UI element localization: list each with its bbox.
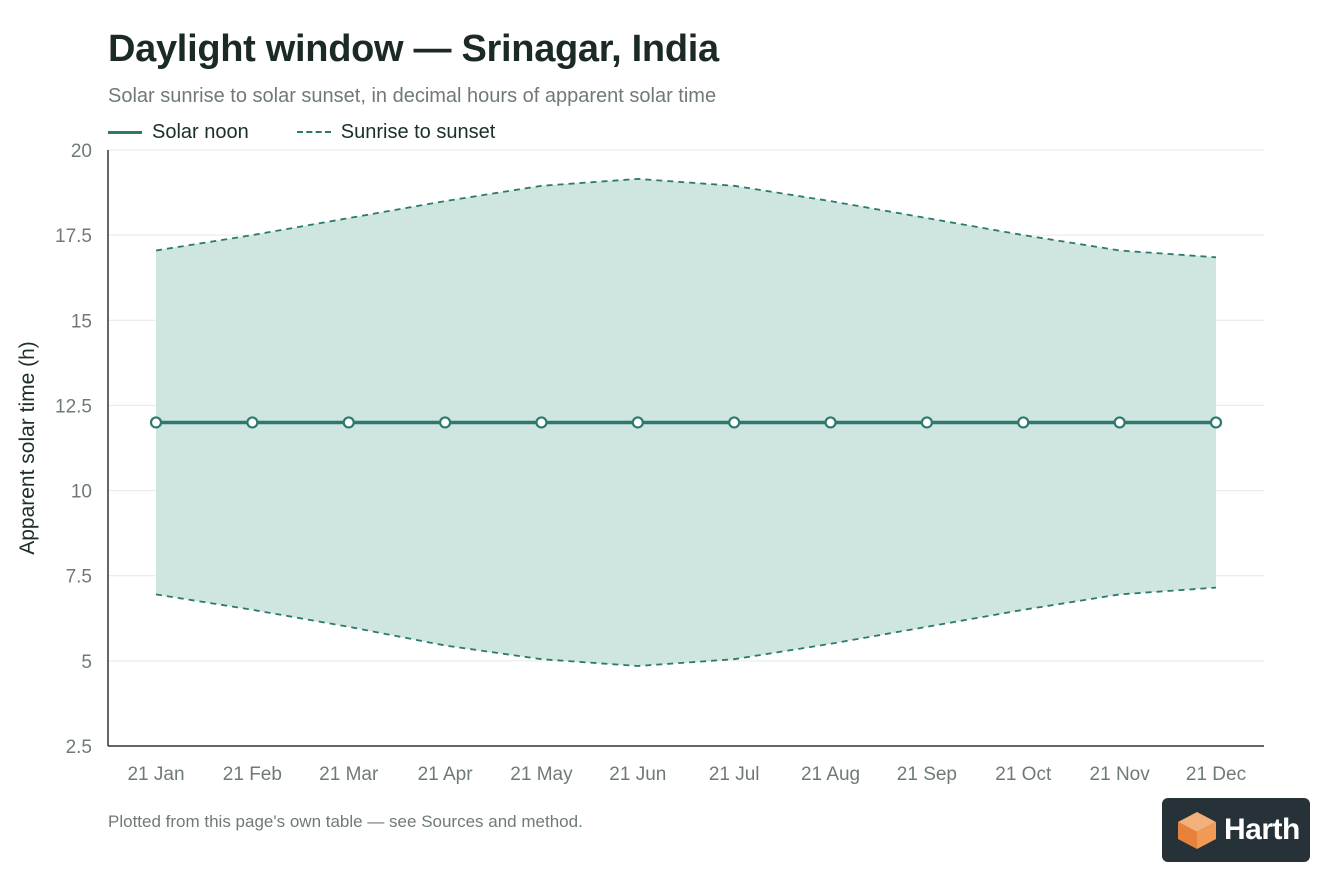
chart-title: Daylight window — Srinagar, India	[108, 28, 719, 70]
brand-logo: Harth	[1162, 798, 1310, 862]
x-tick-label: 21 Nov	[1090, 764, 1151, 785]
x-tick-label: 21 Jun	[609, 764, 666, 785]
solar-noon-point	[824, 416, 837, 429]
y-tick-label: 17.5	[55, 226, 92, 247]
solar-noon-point	[1017, 416, 1030, 429]
solar-noon-point	[1209, 416, 1223, 429]
y-tick-label: 12.5	[55, 396, 92, 417]
x-tick-label: 21 May	[510, 764, 573, 785]
legend-item-sunrise-sunset: Sunrise to sunset	[296, 120, 496, 144]
axes	[107, 150, 1264, 747]
solar-noon-markers	[149, 416, 1223, 429]
solar-noon-point	[631, 416, 644, 429]
legend-swatch-solid	[108, 130, 142, 134]
y-tick-labels: 2.5 5 7.5 10 12.5 15 17.5 20	[55, 141, 92, 758]
sunrise-dashed-line	[155, 586, 1217, 667]
solar-noon-point	[535, 416, 548, 429]
solar-noon-point	[342, 416, 355, 429]
y-tick-label: 20	[71, 141, 92, 162]
x-tick-label: 21 Jul	[709, 764, 760, 785]
x-tick-label: 21 Mar	[319, 764, 379, 785]
x-tick-label: 21 Feb	[223, 764, 282, 785]
y-tick-label: 7.5	[66, 567, 92, 588]
legend-swatch-dashed	[296, 131, 331, 133]
y-tick-label: 15	[71, 311, 92, 332]
solar-noon-point	[728, 416, 741, 429]
solar-noon-point	[246, 416, 259, 429]
cube-logo-icon	[1178, 812, 1216, 849]
x-tick-label: 21 Jan	[127, 764, 184, 785]
legend-item-solar-noon: Solar noon	[108, 121, 249, 144]
x-tick-label: 21 Sep	[897, 764, 957, 785]
solar-noon-point	[438, 416, 452, 429]
daylight-chart: 2.5 5 7.5 10 12.5 15 17.5 20 21 Jan 21 Feb 21 Mar…	[16, 141, 1264, 785]
legend-label-solar-noon: Solar noon	[152, 120, 249, 143]
legend-label-sunrise-sunset: Sunrise to sunset	[340, 120, 496, 143]
y-tick-label: 10	[71, 482, 92, 503]
footnote: Plotted from this page's own table — see…	[108, 812, 583, 831]
y-tick-label: 5	[81, 652, 92, 673]
x-tick-label: 21 Aug	[801, 764, 860, 785]
legend: Solar noon Sunrise to sunset	[108, 120, 543, 144]
sunset-dashed-line	[155, 177, 1217, 259]
x-tick-label: 21 Apr	[418, 764, 474, 785]
x-tick-label: 21 Dec	[1186, 764, 1246, 785]
solar-noon-point	[149, 416, 163, 429]
x-tick-label: 21 Oct	[995, 764, 1052, 785]
brand-name: Harth	[1224, 813, 1300, 846]
y-tick-label: 2.5	[66, 737, 92, 758]
solar-noon-point	[1113, 416, 1126, 429]
chart-subtitle: Solar sunrise to solar sunset, in decima…	[108, 85, 717, 107]
x-tick-labels: 21 Jan 21 Feb 21 Mar 21 Apr 21 May 21 Jun 21 J…	[127, 764, 1246, 785]
solar-noon-point	[920, 416, 934, 429]
y-axis-label: Apparent solar time (h)	[16, 341, 39, 555]
